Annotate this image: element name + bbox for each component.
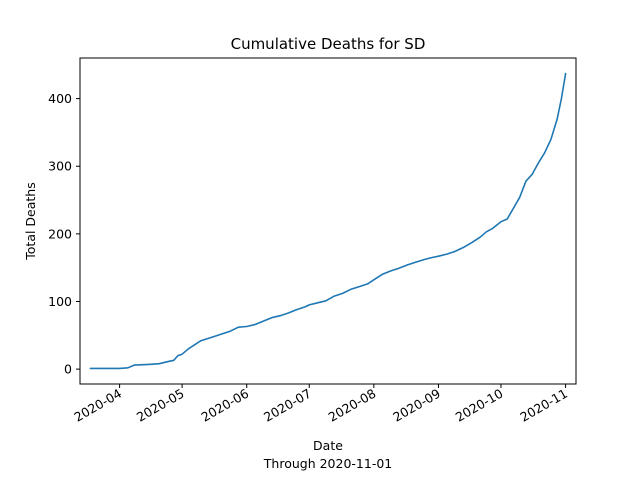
y-tick-label: 200 xyxy=(48,226,72,241)
y-axis-title: Total Deaths xyxy=(23,182,38,260)
y-tick-label: 300 xyxy=(48,159,72,174)
y-tick-label: 100 xyxy=(48,294,72,309)
y-tick-label: 400 xyxy=(48,91,72,106)
x-axis-title: Date xyxy=(313,438,343,453)
x-axis-subtitle: Through 2020-11-01 xyxy=(263,456,392,471)
series-line xyxy=(89,72,567,370)
y-tick-label: 0 xyxy=(64,362,72,377)
chart-title: Cumulative Deaths for SD xyxy=(231,35,426,53)
plot-frame xyxy=(79,57,577,385)
